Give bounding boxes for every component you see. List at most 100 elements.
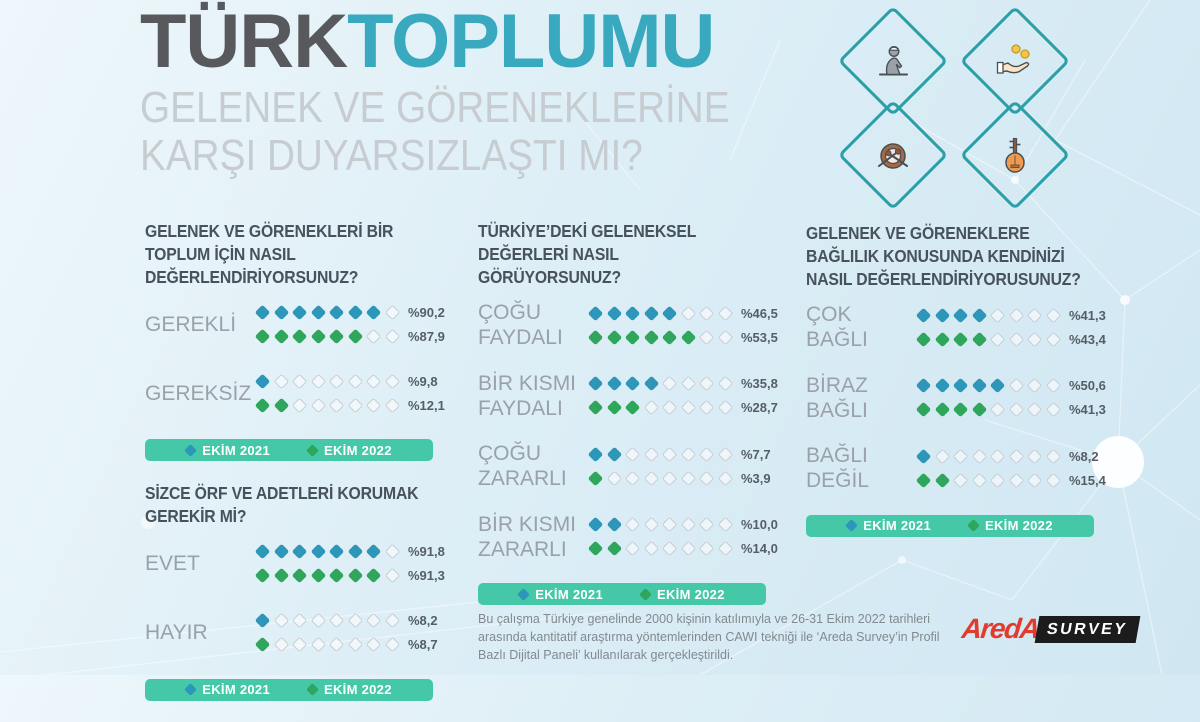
diamond-icon xyxy=(717,329,733,345)
rating-row: %41,3 xyxy=(915,399,1106,421)
rating-row: %8,7 xyxy=(254,634,438,656)
diamond-icon xyxy=(661,329,678,345)
answer-label: HAYIR xyxy=(145,621,257,646)
diamond-icon xyxy=(291,304,308,321)
diamond-icon xyxy=(310,373,326,390)
diamond-icon xyxy=(680,305,696,321)
diamond-icon xyxy=(254,543,271,560)
diamond-icon xyxy=(328,397,345,414)
diamond-icon xyxy=(347,636,363,653)
diamond-icon xyxy=(328,328,345,345)
rating-row: %12,1 xyxy=(254,394,445,416)
legend-diamond-icon xyxy=(306,683,319,697)
answer-label: GEREKLİ xyxy=(145,313,257,338)
legend-label: EKİM 2021 xyxy=(202,682,270,698)
diamond-icon xyxy=(624,329,641,345)
percent-value: %50,6 xyxy=(1069,378,1106,394)
question-line: DEĞERLENDİRİYORSUNUZ? xyxy=(145,266,359,287)
diamond-icon xyxy=(347,397,363,414)
diamond-icon xyxy=(273,636,289,653)
legend-item: EKİM 2022 xyxy=(967,518,1053,533)
diamond-icon xyxy=(587,470,604,486)
diamond-icon xyxy=(254,304,271,321)
diamond-icon xyxy=(915,307,932,323)
diamond-icon xyxy=(1026,448,1043,464)
answer-item: HAYIR %8,2 %8,7 xyxy=(145,610,438,658)
diamond-icon xyxy=(328,636,345,653)
answer-label-line: ÇOĞU xyxy=(478,301,541,325)
diamond-icon xyxy=(643,516,659,533)
diamond-icon xyxy=(680,540,696,557)
rating-row: %9,8 xyxy=(254,370,445,392)
diamond-icon xyxy=(989,307,1006,323)
diamond-icon xyxy=(915,331,932,347)
diamond-icon xyxy=(347,612,363,629)
rating-row: %90,2 xyxy=(254,301,445,323)
question-line: GELENEK VE GÖRENEKLERİ BİR xyxy=(145,221,394,241)
percent-value: %8,2 xyxy=(408,613,438,629)
answer-item: ÇOĞU ZARARLI %7,7 %3,9 xyxy=(478,442,771,492)
diamond-icon xyxy=(1008,377,1024,394)
legend-diamond-icon xyxy=(184,443,198,457)
answer-label: ÇOĞU FAYDALI xyxy=(478,301,590,351)
legend-diamond-icon xyxy=(306,443,319,457)
legend-diamond-icon xyxy=(845,519,859,533)
diamond-icon xyxy=(365,373,382,390)
diamond-icon xyxy=(606,305,622,321)
diamond-icon xyxy=(1026,307,1043,323)
diamond-icon xyxy=(680,375,696,392)
diamond-icon xyxy=(1045,331,1061,347)
legend-item: EKİM 2022 xyxy=(306,443,392,458)
diamond-icon xyxy=(680,399,696,416)
answer-label-line: BİRAZ xyxy=(806,373,868,397)
diamond-icon xyxy=(1008,472,1024,488)
diamond-icon xyxy=(934,377,950,394)
diamond-icon xyxy=(717,446,733,462)
diamond-icon xyxy=(624,375,641,392)
diamond-icon xyxy=(587,375,604,392)
diamond-icon xyxy=(989,448,1006,464)
diamond-icon xyxy=(643,470,659,486)
percent-value: %53,5 xyxy=(741,329,778,345)
rating-row: %41,3 xyxy=(915,304,1106,326)
percent-value: %10,0 xyxy=(741,517,778,533)
diamond-icon xyxy=(328,567,345,584)
diamond-icon xyxy=(698,375,715,392)
diamond-icon xyxy=(661,305,678,321)
diamond-icon xyxy=(587,305,604,321)
diamond-icon xyxy=(971,307,987,323)
diamond-icon xyxy=(328,543,345,560)
davul-drum-icon xyxy=(837,99,949,211)
answer-label-line: GEREKSİZ xyxy=(145,381,252,405)
percent-value: %8,2 xyxy=(1069,448,1099,464)
diamond-icon xyxy=(661,540,678,557)
diamond-icon xyxy=(915,401,932,418)
diamond-icon xyxy=(952,401,969,418)
column-left: GELENEK VE GÖRENEKLERİ BİR TOPLUM İÇİN NA… xyxy=(145,220,445,722)
diamond-icon xyxy=(606,516,622,533)
question-line: GELENEK VE GÖRENEKLERE xyxy=(806,223,1030,243)
percent-value: %3,9 xyxy=(741,470,771,486)
answer-item: BİR KISMI ZARARLI %10,0 %14,0 xyxy=(478,513,778,563)
diamond-icon xyxy=(643,375,659,392)
percent-value: %9,8 xyxy=(408,373,438,389)
diamond-icon xyxy=(347,304,363,321)
diamond-icon xyxy=(698,516,715,533)
diamond-icon xyxy=(661,399,678,416)
legend-label: EKİM 2022 xyxy=(324,682,392,698)
diamond-icon xyxy=(365,636,382,653)
percent-value: %12,1 xyxy=(408,397,445,413)
question-line: BAĞLILIK KONUSUNDA KENDİNİZİ xyxy=(806,245,1065,266)
diamond-icon xyxy=(989,331,1006,347)
legend-item: EKİM 2021 xyxy=(517,587,603,602)
legend: EKİM 2021 EKİM 2022 xyxy=(806,514,1094,537)
answer-item: BİRAZ BAĞLI %50,6 %41,3 xyxy=(806,373,1106,424)
answer-label-line: HAYIR xyxy=(145,621,208,645)
diamond-icon xyxy=(1045,307,1061,323)
question-line: TÜRKİYE’DEKİ GELENEKSEL xyxy=(478,221,697,241)
subtitle-line-2: KARŞI DUYARSIZLAŞTI MI? xyxy=(140,130,643,180)
diamond-icon xyxy=(254,636,271,653)
legend-diamond-icon xyxy=(639,588,652,601)
percent-value: %8,7 xyxy=(408,637,438,653)
header: TÜRKTOPLUMU GELENEK VE GÖRENEKLERİNE KAR… xyxy=(140,4,820,179)
